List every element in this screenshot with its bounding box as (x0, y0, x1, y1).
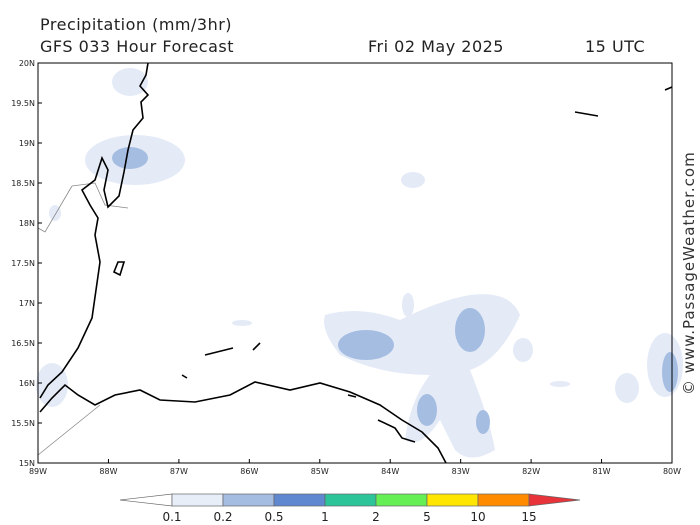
lon-label: 88W (99, 467, 117, 476)
colorbar-label: 0.1 (162, 510, 181, 524)
watermark: © www.PassageWeather.com (680, 151, 698, 395)
lon-label: 81W (593, 467, 611, 476)
lat-label: 17.5N (11, 259, 35, 268)
lon-label: 80W (663, 467, 681, 476)
lat-label: 16N (19, 379, 35, 388)
lat-label: 20N (19, 59, 35, 68)
colorbar-label: 1 (321, 510, 329, 524)
colorbar-segment (375, 493, 428, 507)
colorbar-cap (528, 493, 581, 507)
colorbar-segment (477, 493, 530, 507)
lat-label: 19N (19, 139, 35, 148)
lat-label: 15N (19, 459, 35, 468)
colorbar-segment (273, 493, 326, 507)
time: 15 UTC (585, 37, 645, 56)
colorbar-label: 5 (423, 510, 431, 524)
lon-label: 83W (452, 467, 470, 476)
lon-label: 89W (29, 467, 47, 476)
subtitle: GFS 033 Hour Forecast (40, 37, 234, 56)
colorbar-label: 10 (470, 510, 485, 524)
lon-label: 85W (311, 467, 329, 476)
colorbar-label: 0.5 (264, 510, 283, 524)
colorbar-segment (324, 493, 377, 507)
lat-label: 19.5N (11, 99, 35, 108)
title: Precipitation (mm/3hr) (40, 15, 232, 34)
map-frame (37, 62, 673, 464)
lon-label: 82W (522, 467, 540, 476)
colorbar-label: 2 (372, 510, 380, 524)
colorbar-label: 0.2 (213, 510, 232, 524)
coastline (37, 62, 673, 464)
lat-label: 15.5N (11, 419, 35, 428)
colorbar-segment (222, 493, 275, 507)
colorbar-segment (426, 493, 479, 507)
colorbar-label: 15 (521, 510, 536, 524)
lon-label: 87W (170, 467, 188, 476)
precip (36, 68, 683, 458)
lon-label: 84W (381, 467, 399, 476)
date: Fri 02 May 2025 (368, 37, 504, 56)
colorbar-cap (119, 493, 173, 507)
colorbar-segment (171, 493, 224, 507)
lat-label: 18N (19, 219, 35, 228)
colorbar: 0.1 0.2 0.5 1 2 5 10 15 (119, 493, 581, 524)
lon-label: 86W (240, 467, 258, 476)
lat-label: 16.5N (11, 339, 35, 348)
lat-label: 18.5N (11, 179, 35, 188)
lat-label: 17N (19, 299, 35, 308)
